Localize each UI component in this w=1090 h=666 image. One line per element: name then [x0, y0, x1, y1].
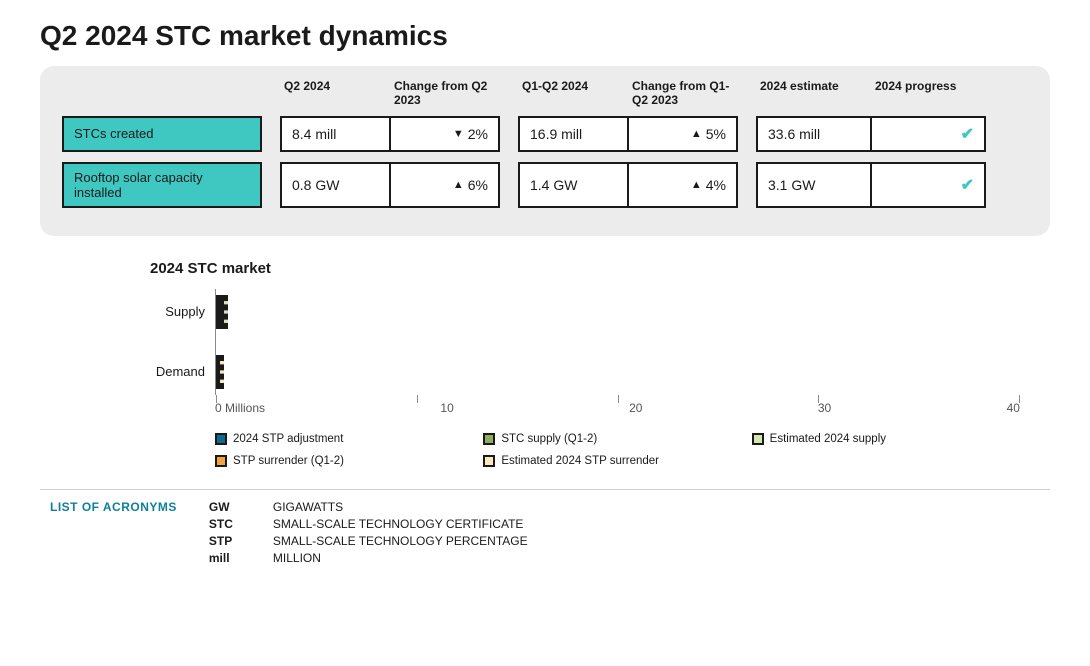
chart-legend: 2024 STP adjustment STC supply (Q1-2) Esti… [215, 433, 1020, 467]
value-cell: 16.9 mill [518, 116, 629, 152]
arrow-up-icon [453, 179, 464, 191]
header-progress: 2024 progress [871, 80, 986, 108]
estimate-cell: 3.1 GW [756, 162, 872, 208]
value-cell: 1.4 GW [518, 162, 629, 208]
progress-cell [872, 162, 986, 208]
row-label-chip: STCs created [62, 116, 262, 152]
estimate-cell: 33.6 mill [756, 116, 872, 152]
acronym-value: MILLION [273, 551, 528, 565]
legend-item: STP surrender (Q1-2) [215, 455, 483, 467]
summary-header-row: Q2 2024 Change from Q2 2023 Q1-Q2 2024 C… [62, 80, 1028, 108]
acronym-value: SMALL-SCALE TECHNOLOGY PERCENTAGE [273, 534, 528, 548]
x-tick-label: 20 [629, 401, 642, 415]
arrow-up-icon [691, 128, 702, 140]
stc-market-chart: 2024 STC market Supply Demand 0 Millions… [150, 260, 1020, 467]
bar-supply [216, 295, 228, 329]
x-tick-label: 10 [440, 401, 453, 415]
legend-swatch [752, 433, 764, 445]
header-change-q2: Change from Q2 2023 [390, 80, 500, 108]
summary-row: STCs created 8.4 mill 2% 16.9 mill 5% 33.6 mi… [62, 116, 1028, 152]
legend-label: Estimated 2024 STP surrender [501, 455, 659, 467]
row-label-chip: Rooftop solar capacity installed [62, 162, 262, 208]
section-divider [40, 489, 1050, 490]
legend-label: 2024 STP adjustment [233, 433, 343, 445]
check-icon [961, 175, 974, 195]
value-cell: 0.8 GW [280, 162, 391, 208]
change-cell: 5% [629, 116, 738, 152]
change-value: 2% [468, 126, 488, 142]
legend-item: Estimated 2024 STP surrender [483, 455, 751, 467]
header-estimate: 2024 estimate [756, 80, 871, 108]
summary-row: Rooftop solar capacity installed 0.8 GW 6%… [62, 162, 1028, 208]
change-value: 5% [706, 126, 726, 142]
change-cell: 6% [391, 162, 500, 208]
acronym-key: STC [209, 517, 249, 531]
arrow-up-icon [691, 179, 702, 191]
legend-swatch [483, 433, 495, 445]
acronym-value: GIGAWATTS [273, 500, 528, 514]
legend-item: 2024 STP adjustment [215, 433, 483, 445]
y-label-supply: Supply [150, 289, 215, 335]
x-tick-label: 0 Millions [215, 401, 265, 415]
change-value: 4% [706, 177, 726, 193]
page-title: Q2 2024 STC market dynamics [40, 20, 1050, 52]
x-tick-label: 40 [1007, 401, 1020, 415]
header-change-q12: Change from Q1-Q2 2023 [628, 80, 738, 108]
acronym-key: mill [209, 551, 249, 565]
summary-panel: Q2 2024 Change from Q2 2023 Q1-Q2 2024 C… [40, 66, 1050, 236]
summary-grid: Q2 2024 Change from Q2 2023 Q1-Q2 2024 C… [62, 80, 1028, 208]
acronyms-table: GW GIGAWATTS STC SMALL-SCALE TECHNOLOGY CER… [209, 500, 528, 565]
legend-item: STC supply (Q1-2) [483, 433, 751, 445]
header-q12: Q1-Q2 2024 [518, 80, 628, 108]
header-q2: Q2 2024 [280, 80, 390, 108]
bar-segment [220, 355, 224, 389]
bar-segment [224, 295, 228, 329]
chart-plot [215, 289, 1020, 395]
legend-swatch [215, 455, 227, 467]
arrow-down-icon [453, 128, 464, 140]
check-icon [961, 124, 974, 144]
acronyms-section: LIST OF ACRONYMS GW GIGAWATTS STC SMALL-SCA… [40, 500, 1050, 565]
acronym-value: SMALL-SCALE TECHNOLOGY CERTIFICATE [273, 517, 528, 531]
progress-cell [872, 116, 986, 152]
legend-swatch [215, 433, 227, 445]
y-label-demand: Demand [150, 349, 215, 395]
value-cell: 8.4 mill [280, 116, 391, 152]
bar-demand [216, 355, 224, 389]
chart-y-labels: Supply Demand [150, 289, 215, 395]
acronym-key: STP [209, 534, 249, 548]
acronyms-title: LIST OF ACRONYMS [50, 500, 177, 514]
chart-title: 2024 STC market [150, 260, 1020, 277]
change-value: 6% [468, 177, 488, 193]
legend-item: Estimated 2024 supply [752, 433, 1020, 445]
change-cell: 4% [629, 162, 738, 208]
acronym-key: GW [209, 500, 249, 514]
legend-swatch [483, 455, 495, 467]
legend-label: STP surrender (Q1-2) [233, 455, 344, 467]
legend-label: STC supply (Q1-2) [501, 433, 597, 445]
legend-label: Estimated 2024 supply [770, 433, 886, 445]
change-cell: 2% [391, 116, 500, 152]
x-tick-label: 30 [818, 401, 831, 415]
